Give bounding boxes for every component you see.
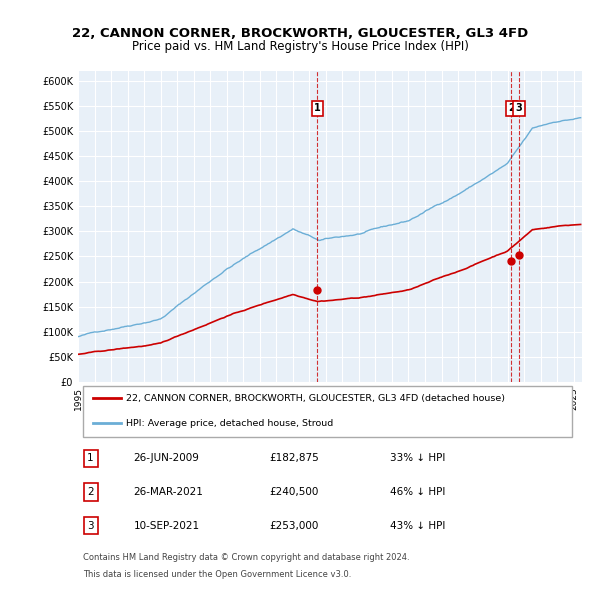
FancyBboxPatch shape bbox=[83, 386, 572, 437]
Text: 33% ↓ HPI: 33% ↓ HPI bbox=[391, 453, 446, 463]
Text: HPI: Average price, detached house, Stroud: HPI: Average price, detached house, Stro… bbox=[126, 419, 333, 428]
Text: £182,875: £182,875 bbox=[269, 453, 319, 463]
Text: 26-JUN-2009: 26-JUN-2009 bbox=[133, 453, 199, 463]
Text: 3: 3 bbox=[515, 103, 523, 113]
Text: 22, CANNON CORNER, BROCKWORTH, GLOUCESTER, GL3 4FD (detached house): 22, CANNON CORNER, BROCKWORTH, GLOUCESTE… bbox=[126, 394, 505, 402]
Text: 46% ↓ HPI: 46% ↓ HPI bbox=[391, 487, 446, 497]
Text: Price paid vs. HM Land Registry's House Price Index (HPI): Price paid vs. HM Land Registry's House … bbox=[131, 40, 469, 53]
Text: 22, CANNON CORNER, BROCKWORTH, GLOUCESTER, GL3 4FD: 22, CANNON CORNER, BROCKWORTH, GLOUCESTE… bbox=[72, 27, 528, 40]
Text: 1: 1 bbox=[314, 103, 321, 113]
Text: 43% ↓ HPI: 43% ↓ HPI bbox=[391, 521, 446, 531]
Text: 1: 1 bbox=[87, 453, 94, 463]
Text: 26-MAR-2021: 26-MAR-2021 bbox=[133, 487, 203, 497]
Text: Contains HM Land Registry data © Crown copyright and database right 2024.: Contains HM Land Registry data © Crown c… bbox=[83, 553, 410, 562]
Text: £240,500: £240,500 bbox=[269, 487, 319, 497]
Text: 3: 3 bbox=[87, 521, 94, 531]
Text: £253,000: £253,000 bbox=[269, 521, 319, 531]
Text: 10-SEP-2021: 10-SEP-2021 bbox=[133, 521, 200, 531]
Text: 2: 2 bbox=[87, 487, 94, 497]
Text: This data is licensed under the Open Government Licence v3.0.: This data is licensed under the Open Gov… bbox=[83, 570, 352, 579]
Text: 2: 2 bbox=[508, 103, 515, 113]
